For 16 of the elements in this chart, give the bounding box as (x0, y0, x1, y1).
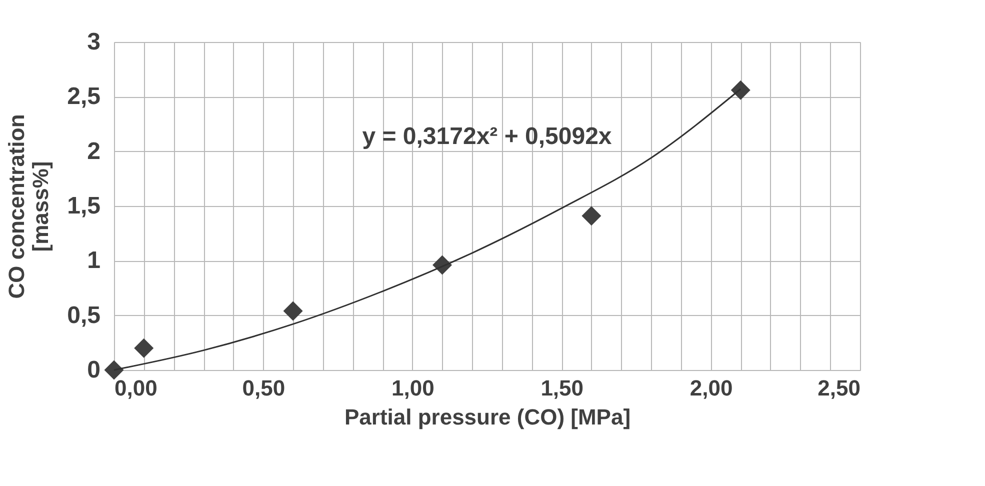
y-tick-label: 0 (87, 356, 100, 384)
y-tick-label: 3 (87, 28, 100, 56)
x-tick-label: 0,50 (242, 376, 286, 400)
y-tick-label: 2 (87, 138, 100, 165)
x-tick-label: 1,50 (540, 376, 584, 400)
y-tick-label: 2,5 (67, 83, 100, 110)
x-tick-label: 0,00 (114, 376, 158, 400)
x-tick-label: 2,50 (818, 376, 860, 400)
x-tick-label: 2,00 (690, 376, 733, 400)
y-tick-label: 1 (87, 247, 100, 274)
y-tick-label: 0,5 (67, 302, 100, 329)
y-axis-title: CO concentration [mass%] (4, 114, 54, 299)
annotation: y = 0,3172x² + 0,5092x (362, 123, 612, 150)
x-tick-label: 1,00 (391, 376, 434, 400)
x-axis-title: Partial pressure (CO) [MPa] (344, 404, 631, 430)
y-tick-label: 1,5 (67, 192, 100, 220)
